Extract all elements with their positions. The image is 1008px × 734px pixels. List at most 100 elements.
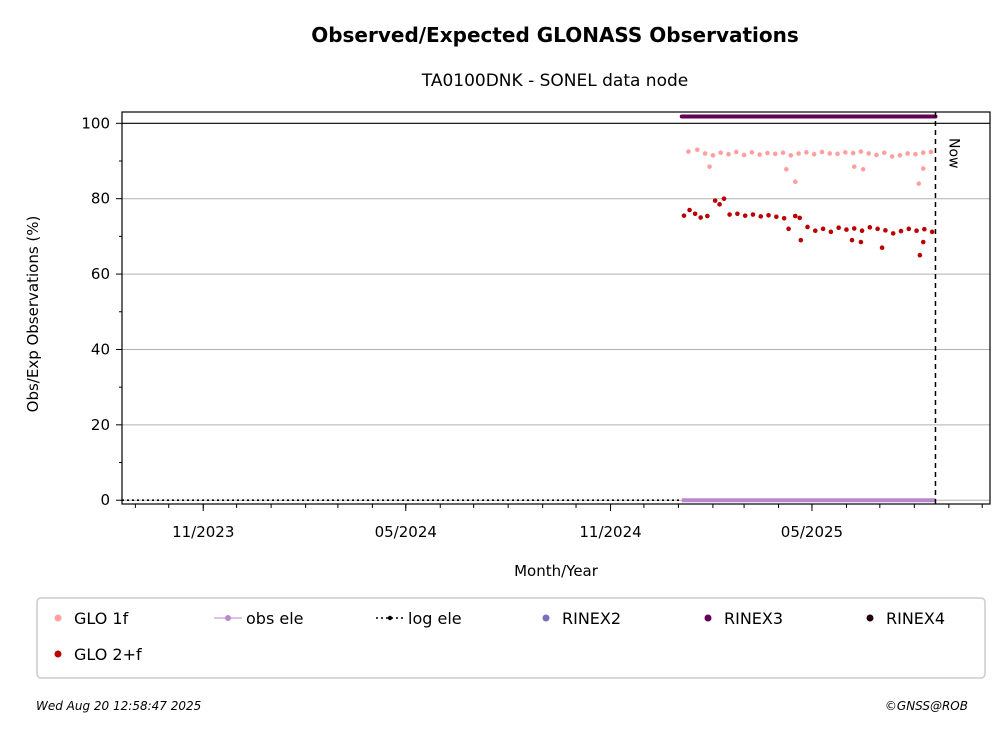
point-glo-2-f xyxy=(705,213,710,219)
point-glo-2-f xyxy=(805,224,810,230)
y-tick-label: 80 xyxy=(91,190,110,208)
point-glo-1f xyxy=(916,181,922,186)
point-glo-1f xyxy=(702,151,708,156)
point-glo-2-f xyxy=(844,227,849,232)
point-glo-2-f xyxy=(687,207,692,213)
point-glo-2-f xyxy=(750,212,756,217)
point-glo-2-f xyxy=(781,215,787,221)
legend-marker xyxy=(54,650,62,658)
legend-item-log-ele: log ele xyxy=(376,609,462,628)
legend-label: RINEX2 xyxy=(562,609,621,628)
x-tick-label: 11/2024 xyxy=(579,523,641,541)
point-glo-1f xyxy=(749,150,755,155)
point-glo-1f xyxy=(881,150,887,156)
point-glo-2-f xyxy=(681,213,687,218)
point-glo-1f xyxy=(788,153,794,158)
point-glo-1f xyxy=(686,149,691,154)
point-glo-1f xyxy=(733,149,739,155)
point-glo-2-f xyxy=(774,214,779,220)
point-glo-2-f xyxy=(820,226,826,232)
legend-marker xyxy=(866,614,874,622)
point-glo-1f xyxy=(780,150,786,156)
now-label: Now xyxy=(945,138,961,169)
point-glo-1f xyxy=(765,150,770,156)
x-tick-label: 11/2023 xyxy=(172,523,234,541)
point-glo-2-f xyxy=(879,245,885,250)
point-glo-2-f xyxy=(712,198,718,203)
point-glo-1f xyxy=(920,166,926,171)
point-glo-1f xyxy=(819,149,825,155)
point-glo-2-f xyxy=(883,228,888,233)
x-tick-label: 05/2024 xyxy=(375,523,437,541)
point-glo-1f xyxy=(811,151,817,157)
plot-area: Now xyxy=(122,112,961,504)
point-glo-2-f xyxy=(727,212,732,217)
point-glo-2-f xyxy=(917,252,923,258)
x-axis-label: Month/Year xyxy=(514,562,599,580)
point-glo-2-f xyxy=(758,214,764,219)
point-glo-2-f xyxy=(742,213,748,218)
point-glo-2-f xyxy=(836,225,841,231)
point-glo-1f xyxy=(851,164,857,169)
point-glo-1f xyxy=(858,149,864,154)
point-glo-1f xyxy=(920,150,926,156)
x-tick-label: 05/2025 xyxy=(781,523,843,541)
point-glo-2-f xyxy=(735,211,740,217)
y-tick-label: 60 xyxy=(91,265,110,283)
point-glo-2-f xyxy=(828,229,834,235)
point-glo-1f xyxy=(741,152,747,158)
point-glo-1f xyxy=(726,151,731,157)
y-tick-label: 40 xyxy=(91,340,110,358)
point-glo-1f xyxy=(905,151,910,156)
legend-item-rinex3: RINEX3 xyxy=(704,609,783,628)
point-glo-2-f xyxy=(875,226,880,232)
point-glo-1f xyxy=(792,179,798,185)
point-glo-2-f xyxy=(792,213,798,219)
point-glo-1f xyxy=(835,151,840,157)
legend-item-rinex2: RINEX2 xyxy=(542,609,621,628)
point-glo-2-f xyxy=(929,229,935,235)
point-glo-2-f xyxy=(692,211,698,217)
y-tick-label: 100 xyxy=(81,114,110,132)
point-glo-2-f xyxy=(920,239,926,245)
footer-credit: ©GNSS@ROB xyxy=(885,699,968,713)
point-glo-1f xyxy=(913,151,918,157)
point-glo-1f xyxy=(889,154,895,159)
legend-label: RINEX3 xyxy=(724,609,783,628)
legend-marker xyxy=(704,614,712,622)
point-glo-1f xyxy=(710,153,716,158)
chart-subtitle: TA0100DNK - SONEL data node xyxy=(421,71,688,91)
point-glo-1f xyxy=(757,152,762,157)
point-glo-1f xyxy=(796,151,801,156)
point-glo-1f xyxy=(874,152,879,158)
axes: 0 20 40 60 80 100 11/2023 05/2024 11/2024 05/2025 xyxy=(81,114,983,541)
legend-label: log ele xyxy=(408,609,462,628)
point-glo-2-f xyxy=(721,196,727,201)
point-glo-1f xyxy=(866,151,872,156)
legend-item-glo-2-f: GLO 2+f xyxy=(54,645,142,664)
point-glo-1f xyxy=(897,153,903,158)
legend-label: obs ele xyxy=(246,609,304,628)
legend-label: GLO 1f xyxy=(74,609,129,628)
point-glo-1f xyxy=(784,166,789,172)
legend-marker xyxy=(387,615,393,621)
point-glo-1f xyxy=(843,150,848,155)
point-glo-1f xyxy=(695,147,700,152)
point-glo-2-f xyxy=(797,215,803,221)
legend-marker xyxy=(225,615,231,621)
point-glo-2-f xyxy=(858,239,864,245)
point-glo-2-f xyxy=(890,231,896,236)
point-glo-2-f xyxy=(851,226,857,231)
point-glo-2-f xyxy=(898,228,904,234)
point-glo-1f xyxy=(860,166,866,172)
grid-lines xyxy=(122,122,990,501)
point-glo-1f xyxy=(804,150,809,155)
point-glo-2-f xyxy=(698,215,703,220)
point-glo-1f xyxy=(928,149,934,155)
point-glo-2-f xyxy=(859,228,865,234)
legend-label: RINEX4 xyxy=(886,609,945,628)
chart-title: Observed/Expected GLONASS Observations xyxy=(311,23,799,47)
point-glo-2-f xyxy=(786,226,791,232)
footer-timestamp: Wed Aug 20 12:58:47 2025 xyxy=(36,699,201,713)
